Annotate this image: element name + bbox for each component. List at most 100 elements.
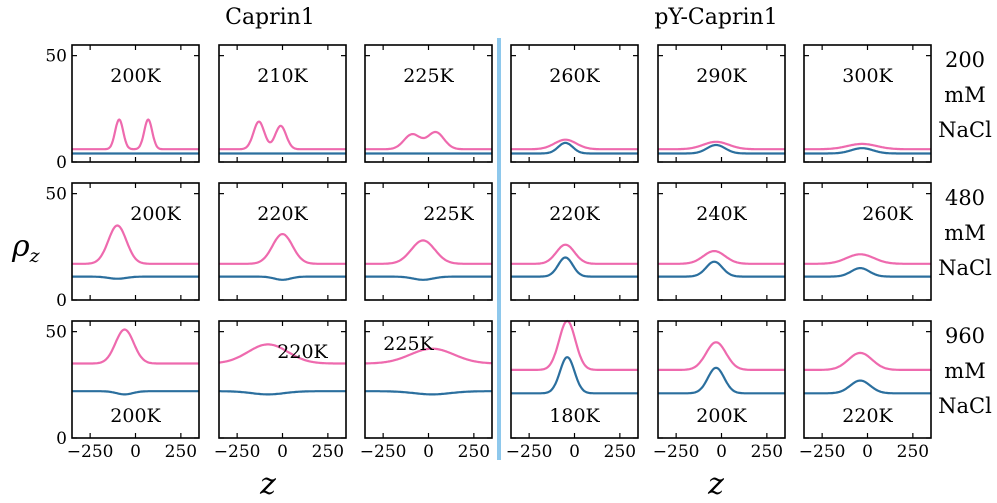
pink-density-curve bbox=[510, 243, 639, 265]
row-label-line1: 960 bbox=[945, 324, 985, 348]
x-tick-label: −250 bbox=[799, 442, 846, 462]
panel-r0-c2: 225K bbox=[364, 44, 493, 163]
temperature-label: 225K bbox=[423, 203, 474, 225]
pink-density-curve bbox=[510, 319, 639, 371]
row-label-line1: 480 bbox=[945, 186, 985, 210]
panel-r0-c3: 260K bbox=[510, 44, 639, 163]
y-tick-label: 0 bbox=[56, 291, 67, 311]
panel-r1-c4: 240K bbox=[657, 182, 786, 301]
panel-r1-c3: 220K bbox=[510, 182, 639, 301]
temperature-label: 240K bbox=[696, 203, 747, 225]
panel-frame bbox=[657, 44, 786, 163]
x-tick-label: 0 bbox=[862, 442, 873, 462]
panel-frame bbox=[803, 182, 932, 301]
temperature-label: 225K bbox=[383, 333, 434, 355]
pink-density-curve bbox=[510, 138, 639, 151]
x-tick-label: 0 bbox=[569, 442, 580, 462]
panel-r1-c2: 225K bbox=[364, 182, 493, 301]
blue-density-curve bbox=[657, 260, 786, 278]
panel-r1-c1: 220K bbox=[218, 182, 347, 301]
y-tick-label: 50 bbox=[45, 47, 67, 67]
pink-density-curve bbox=[218, 343, 347, 365]
x-tick-label: 250 bbox=[604, 442, 636, 462]
panel-frame bbox=[218, 44, 347, 163]
temperature-label: 200K bbox=[130, 203, 181, 225]
row-label-line1: 200 bbox=[945, 48, 985, 72]
panel-r1-c0: 0 50 200K bbox=[45, 182, 200, 311]
blue-density-curve bbox=[510, 256, 639, 278]
pink-density-curve bbox=[364, 347, 493, 365]
temperature-label: 290K bbox=[696, 65, 747, 87]
row-label-line3: NaCl bbox=[938, 256, 992, 280]
panel-r2-c1: −250 0 250 220K bbox=[214, 320, 347, 462]
y-tick-label: 50 bbox=[45, 185, 67, 205]
blue-density-curve bbox=[218, 390, 347, 396]
panel-r0-c1: 210K bbox=[218, 44, 347, 163]
x-tick-label: 0 bbox=[277, 442, 288, 462]
x-tick-label: 250 bbox=[897, 442, 929, 462]
temperature-label: 225K bbox=[403, 65, 454, 87]
x-tick-label: 250 bbox=[751, 442, 783, 462]
x-tick-label: −250 bbox=[360, 442, 407, 462]
blue-density-curve bbox=[71, 275, 200, 280]
temperature-label: 260K bbox=[549, 65, 600, 87]
temperature-label: 220K bbox=[549, 203, 600, 225]
panel-frame bbox=[364, 44, 493, 163]
y-axis-subscript: z bbox=[29, 245, 41, 267]
group-title-caprin1: Caprin1 bbox=[225, 5, 315, 30]
pink-density-curve bbox=[364, 239, 493, 265]
pink-density-curve bbox=[218, 120, 347, 151]
panel-frame bbox=[510, 182, 639, 301]
blue-density-curve bbox=[657, 143, 786, 155]
pink-density-curve bbox=[803, 142, 932, 151]
blue-density-curve bbox=[364, 390, 493, 396]
pink-density-curve bbox=[364, 130, 493, 151]
row-label-200mm: 200 mM NaCl bbox=[938, 48, 992, 142]
blue-density-curve bbox=[803, 147, 932, 155]
y-tick-label: 0 bbox=[56, 429, 67, 449]
x-axis-label-right: z bbox=[707, 467, 724, 502]
panel-frame bbox=[71, 182, 200, 301]
blue-density-curve bbox=[510, 141, 639, 155]
blue-density-curve bbox=[364, 275, 493, 281]
blue-density-curve bbox=[803, 379, 932, 395]
pink-density-curve bbox=[657, 140, 786, 151]
x-tick-label: 0 bbox=[716, 442, 727, 462]
pink-density-curve bbox=[71, 118, 200, 151]
temperature-label: 300K bbox=[842, 65, 893, 87]
row-label-480mm: 480 mM NaCl bbox=[938, 186, 992, 280]
blue-density-curve bbox=[510, 356, 639, 395]
panel-frame bbox=[218, 182, 347, 301]
panel-grid: 0 50 200K 210K 225K 260K 290K 300K 0 50 200K 220K 22… bbox=[45, 44, 932, 462]
blue-density-curve bbox=[657, 366, 786, 395]
panel-frame bbox=[218, 320, 347, 439]
row-label-line3: NaCl bbox=[938, 118, 992, 142]
panel-r0-c5: 300K bbox=[803, 44, 932, 163]
pink-density-curve bbox=[657, 250, 786, 265]
panel-r2-c2: −250 0 250 225K bbox=[360, 320, 493, 462]
panel-r1-c5: 260K bbox=[803, 182, 932, 301]
y-axis-symbol: ρ bbox=[11, 229, 30, 264]
temperature-label: 180K bbox=[549, 405, 600, 427]
x-tick-label: −250 bbox=[214, 442, 261, 462]
temperature-label: 200K bbox=[110, 405, 161, 427]
panel-frame bbox=[657, 182, 786, 301]
temperature-label: 200K bbox=[110, 65, 161, 87]
group-title-py-caprin1: pY-Caprin1 bbox=[654, 5, 777, 30]
temperature-label: 200K bbox=[696, 405, 747, 427]
row-label-line3: NaCl bbox=[938, 394, 992, 418]
y-tick-label: 0 bbox=[56, 153, 67, 173]
temperature-label: 220K bbox=[277, 341, 328, 363]
x-tick-label: 250 bbox=[165, 442, 197, 462]
x-tick-label: 250 bbox=[458, 442, 490, 462]
row-label-line2: mM bbox=[944, 83, 985, 107]
x-tick-label: 250 bbox=[312, 442, 344, 462]
blue-density-curve bbox=[71, 390, 200, 396]
temperature-label: 210K bbox=[257, 65, 308, 87]
y-tick-label: 50 bbox=[45, 323, 67, 343]
